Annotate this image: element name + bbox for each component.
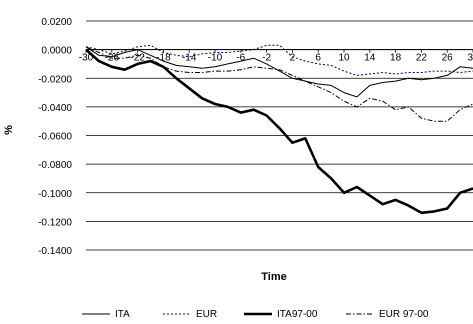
x-axis-title: Time	[261, 271, 286, 283]
y-tick-label: -0.0800	[38, 160, 72, 171]
y-tick-label: -0.1000	[38, 189, 72, 200]
series-lines	[85, 44, 473, 215]
x-tick-label: 30	[467, 53, 473, 64]
y-tick-label: -0.0200	[38, 74, 72, 85]
legend: ITA EUR ITA97-00 EUR 97-00	[82, 309, 429, 320]
x-tick-label: 6	[315, 53, 321, 64]
series-line-ita	[85, 46, 473, 98]
x-tick-label: -2	[262, 53, 271, 64]
x-tick-label: -10	[208, 53, 223, 64]
legend-label: ITA97-00	[277, 309, 318, 320]
x-tick-label: 18	[390, 53, 402, 64]
y-tick-label: -0.0600	[38, 132, 72, 143]
x-tick-label: 14	[364, 53, 376, 64]
x-tick-label: 22	[416, 53, 428, 64]
series-line-ita97-00	[85, 48, 473, 215]
y-tick-label: -0.0400	[38, 103, 72, 114]
y-axis-title: %	[3, 125, 15, 135]
legend-label: EUR 97-00	[379, 309, 429, 320]
x-tick-label: 2	[290, 53, 296, 64]
x-tick-label: -6	[236, 53, 245, 64]
series-line-eur-97-00	[85, 46, 473, 122]
y-tick-label: 0.0000	[41, 46, 72, 57]
x-tick-label: -14	[182, 53, 197, 64]
x-tick-labels: -30-26-22-18-14-10-6-226101418222630	[79, 53, 473, 64]
y-tick-labels: 0.0200 0.0000 -0.0200 -0.0400 -0.0600 -0.0800…	[38, 17, 72, 257]
x-tick-label: -26	[105, 53, 120, 64]
x-tick-label: -18	[156, 53, 171, 64]
x-tick-label: -22	[130, 53, 145, 64]
y-tick-label: -0.1200	[38, 217, 72, 228]
x-tick-label: 10	[338, 53, 350, 64]
legend-label: EUR	[196, 309, 217, 320]
y-tick-label: 0.0200	[41, 17, 72, 28]
x-tick-label: -30	[79, 53, 94, 64]
legend-label: ITA	[115, 309, 130, 320]
x-tick-label: 26	[442, 53, 454, 64]
y-tick-label: -0.1400	[38, 246, 72, 257]
x-axis	[85, 49, 473, 53]
